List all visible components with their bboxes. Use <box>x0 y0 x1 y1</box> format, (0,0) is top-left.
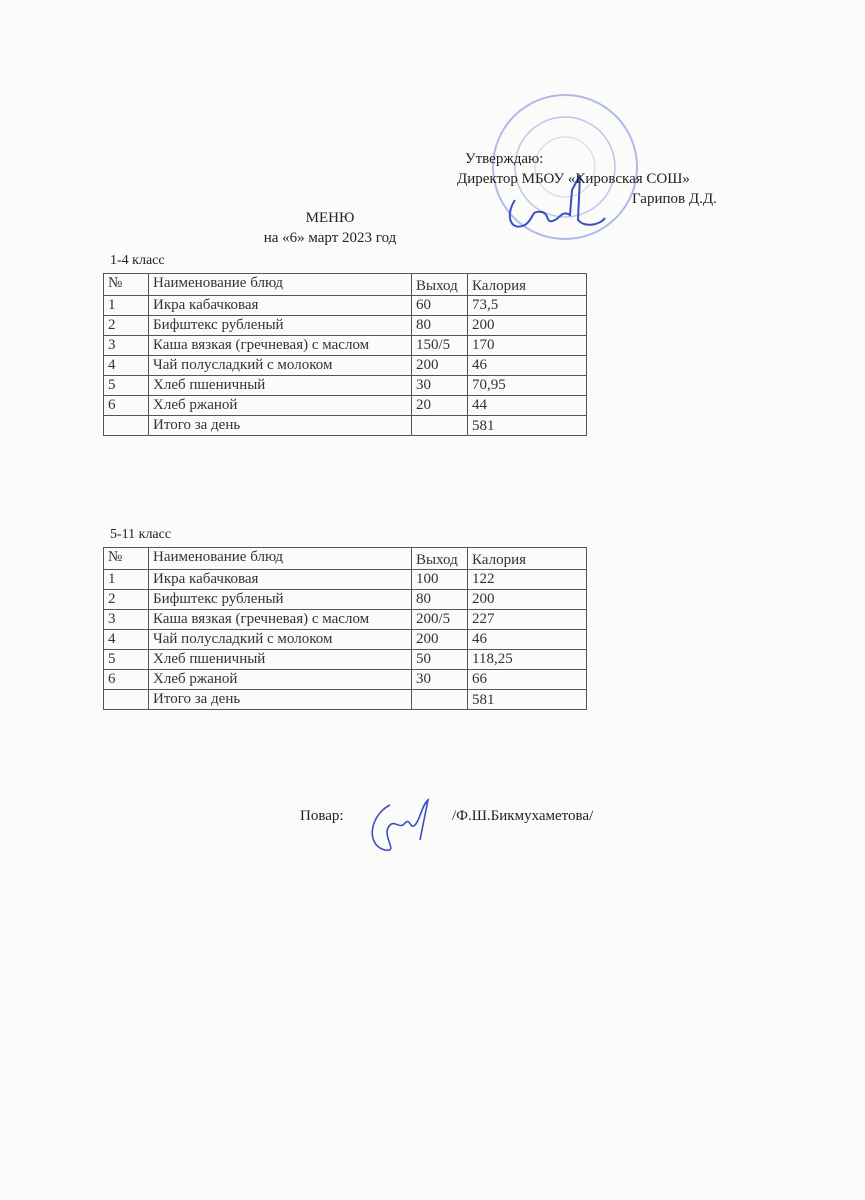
cell-calories: 70,95 <box>467 375 587 396</box>
cell-calories: 66 <box>467 669 587 690</box>
menu-date: на «6» март 2023 год <box>263 230 397 246</box>
cell-portion: 30 <box>411 375 468 396</box>
table-row: 3 Каша вязкая (гречневая) с маслом 200/5 22… <box>103 609 587 630</box>
cell-calories: 46 <box>467 355 587 376</box>
cell-portion: 50 <box>411 649 468 670</box>
col-portion: Выход <box>411 547 468 570</box>
cell-portion: 200 <box>411 355 468 376</box>
cell-number: 2 <box>103 315 149 336</box>
director-signature <box>508 174 606 228</box>
approval-director-name: Гарипов Д.Д. <box>632 191 717 207</box>
page-title: МЕНЮ <box>305 210 355 226</box>
cell-number: 2 <box>103 589 149 610</box>
cell-dish: Чай полусладкий с молоком <box>148 355 412 376</box>
cell-calories: 170 <box>467 335 587 356</box>
total-label: Итого за день <box>148 415 412 436</box>
total-value: 581 <box>467 415 587 436</box>
cell-dish: Каша вязкая (гречневая) с маслом <box>148 609 412 630</box>
table-row: 5 Хлеб пшеничный 30 70,95 <box>103 375 587 396</box>
table-row: 3 Каша вязкая (гречневая) с маслом 150/5 17… <box>103 335 587 356</box>
cell-dish: Каша вязкая (гречневая) с маслом <box>148 335 412 356</box>
col-number: № <box>103 547 149 570</box>
cook-name: /Ф.Ш.Бикмухаметова/ <box>452 808 594 824</box>
total-row: Итого за день 581 <box>103 415 587 436</box>
approval-position: Директор МБОУ «Кировская СОШ» <box>457 171 690 187</box>
table-row: 4 Чай полусладкий с молоком 200 46 <box>103 629 587 650</box>
cell-calories: 227 <box>467 609 587 630</box>
cell-calories: 200 <box>467 315 587 336</box>
table-row: 6 Хлеб ржаной 20 44 <box>103 395 587 416</box>
cell-number: 4 <box>103 355 149 376</box>
cook-signature <box>371 797 430 851</box>
table-header-row: № Наименование блюд Выход Калория <box>103 273 587 296</box>
col-dish: Наименование блюд <box>148 273 412 296</box>
approval-label: Утверждаю: <box>465 151 544 167</box>
cell-empty <box>103 689 149 710</box>
col-dish: Наименование блюд <box>148 547 412 570</box>
cell-number: 6 <box>103 669 149 690</box>
cell-empty <box>411 689 468 710</box>
col-number: № <box>103 273 149 296</box>
cell-portion: 80 <box>411 589 468 610</box>
cell-empty <box>103 415 149 436</box>
cell-dish: Икра кабачковая <box>148 295 412 316</box>
cell-calories: 73,5 <box>467 295 587 316</box>
col-calories: Калория <box>467 273 587 296</box>
menu-table-1-4: № Наименование блюд Выход Калория 1 Икра … <box>103 273 587 436</box>
cell-calories: 44 <box>467 395 587 416</box>
cell-calories: 118,25 <box>467 649 587 670</box>
table-row: 4 Чай полусладкий с молоком 200 46 <box>103 355 587 376</box>
cell-portion: 80 <box>411 315 468 336</box>
cell-empty <box>411 415 468 436</box>
cell-calories: 46 <box>467 629 587 650</box>
group-label-1-4: 1-4 класс <box>110 253 165 268</box>
cell-number: 1 <box>103 295 149 316</box>
cell-number: 3 <box>103 335 149 356</box>
table-row: 1 Икра кабачковая 60 73,5 <box>103 295 587 316</box>
cell-dish: Икра кабачковая <box>148 569 412 590</box>
cell-portion: 150/5 <box>411 335 468 356</box>
cook-label: Повар: <box>300 808 344 824</box>
cell-portion: 30 <box>411 669 468 690</box>
col-calories: Калория <box>467 547 587 570</box>
cell-calories: 122 <box>467 569 587 590</box>
table-row: 6 Хлеб ржаной 30 66 <box>103 669 587 690</box>
cell-number: 1 <box>103 569 149 590</box>
table-row: 2 Бифштекс рубленый 80 200 <box>103 589 587 610</box>
cell-number: 4 <box>103 629 149 650</box>
table-row: 2 Бифштекс рубленый 80 200 <box>103 315 587 336</box>
cell-portion: 200 <box>411 629 468 650</box>
school-seal-stamp <box>492 94 638 240</box>
cell-portion: 100 <box>411 569 468 590</box>
cell-dish: Бифштекс рубленый <box>148 315 412 336</box>
total-value: 581 <box>467 689 587 710</box>
cell-dish: Хлеб пшеничный <box>148 649 412 670</box>
cell-number: 5 <box>103 649 149 670</box>
table-header-row: № Наименование блюд Выход Калория <box>103 547 587 570</box>
cell-calories: 200 <box>467 589 587 610</box>
col-portion: Выход <box>411 273 468 296</box>
cell-portion: 20 <box>411 395 468 416</box>
table-row: 5 Хлеб пшеничный 50 118,25 <box>103 649 587 670</box>
cell-dish: Бифштекс рубленый <box>148 589 412 610</box>
total-label: Итого за день <box>148 689 412 710</box>
cell-dish: Хлеб пшеничный <box>148 375 412 396</box>
cell-portion: 60 <box>411 295 468 316</box>
cell-number: 3 <box>103 609 149 630</box>
cell-number: 6 <box>103 395 149 416</box>
cell-dish: Хлеб ржаной <box>148 669 412 690</box>
total-row: Итого за день 581 <box>103 689 587 710</box>
cell-dish: Хлеб ржаной <box>148 395 412 416</box>
cell-number: 5 <box>103 375 149 396</box>
table-row: 1 Икра кабачковая 100 122 <box>103 569 587 590</box>
menu-table-5-11: № Наименование блюд Выход Калория 1 Икра … <box>103 547 587 710</box>
group-label-5-11: 5-11 класс <box>110 527 172 542</box>
cell-dish: Чай полусладкий с молоком <box>148 629 412 650</box>
cell-portion: 200/5 <box>411 609 468 630</box>
